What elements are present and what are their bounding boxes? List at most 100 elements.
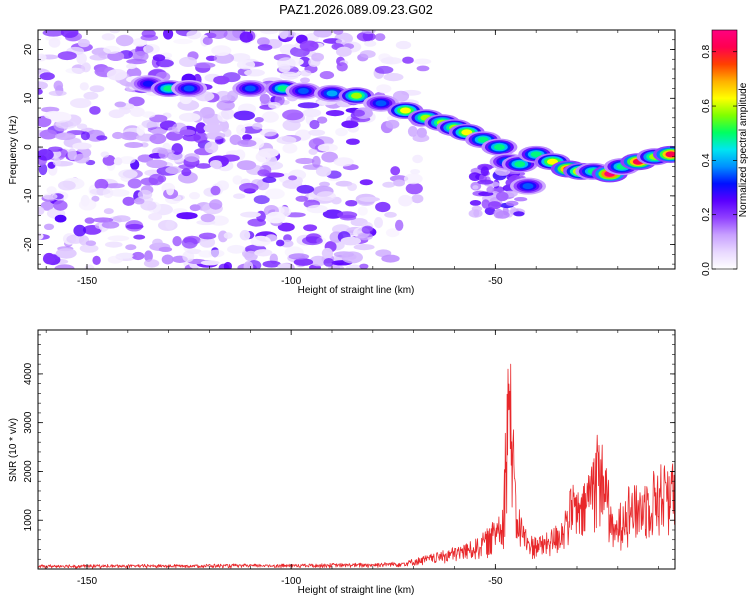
snr-x-tick-label: -100	[281, 576, 301, 587]
noise-blob	[91, 195, 100, 202]
colorbar-tick-label: 0.4	[701, 153, 712, 167]
noise-blob	[407, 125, 418, 137]
spectrogram-ridge	[130, 75, 675, 195]
noise-blob	[118, 169, 138, 179]
noise-blob	[469, 200, 482, 206]
noise-blob	[148, 173, 164, 186]
noise-blob	[359, 263, 369, 269]
noise-blob	[105, 241, 123, 248]
noise-blob	[357, 206, 368, 216]
noise-blob	[257, 37, 270, 46]
noise-blob	[53, 200, 68, 211]
noise-blob	[143, 44, 160, 54]
noise-blob	[410, 169, 421, 175]
noise-blob	[265, 188, 285, 200]
noise-blob	[302, 236, 323, 246]
noise-blob	[239, 229, 251, 241]
spectrogram-y-tick-label: 20	[23, 44, 34, 56]
noise-blob	[413, 58, 432, 65]
noise-blob	[199, 236, 216, 248]
noise-blob	[149, 133, 167, 145]
noise-blob	[473, 209, 480, 217]
noise-blob	[262, 260, 281, 268]
noise-blob	[411, 194, 424, 204]
noise-blob	[84, 264, 95, 269]
noise-blob	[315, 166, 332, 177]
snr-panel: -150 -100 -50 1000 2000 3000 4000 Height of s…	[8, 329, 676, 596]
noise-blob	[54, 264, 75, 269]
noise-blob	[282, 143, 298, 154]
noise-blob	[472, 185, 479, 190]
noise-blob	[109, 30, 120, 34]
noise-blob	[55, 248, 77, 259]
noise-blob	[214, 90, 232, 103]
colorbar-label: Normalized spectral amplitude	[738, 82, 749, 217]
noise-blob	[297, 102, 320, 109]
noise-blob	[70, 98, 92, 109]
noise-blob	[48, 146, 63, 152]
noise-blob	[395, 219, 404, 231]
ridge-point	[232, 80, 269, 97]
noise-blob	[268, 101, 281, 109]
noise-blob	[227, 90, 238, 102]
noise-blob	[374, 33, 386, 41]
noise-blob	[359, 179, 373, 186]
noise-blob	[198, 232, 217, 240]
noise-blob	[317, 143, 338, 152]
noise-blob	[359, 50, 376, 59]
noise-blob	[84, 217, 95, 224]
noise-blob	[306, 204, 328, 214]
noise-blob	[179, 129, 196, 136]
noise-blob	[325, 110, 345, 117]
noise-blob	[92, 255, 101, 265]
noise-blob	[85, 240, 97, 246]
noise-blob	[321, 151, 338, 163]
noise-blob	[252, 122, 263, 130]
noise-blob	[236, 160, 257, 171]
noise-blob	[276, 136, 297, 145]
noise-blob	[122, 196, 135, 206]
noise-blob	[309, 119, 320, 130]
noise-blob	[336, 46, 352, 57]
noise-blob	[42, 30, 65, 37]
noise-blob	[181, 168, 192, 177]
spectrogram-y-ticks: -20 -10 0 10 20	[23, 29, 675, 265]
noise-blob	[100, 151, 110, 158]
noise-blob	[38, 88, 43, 95]
noise-blob	[143, 259, 160, 268]
noise-blob	[296, 184, 315, 194]
spectrogram-y-tick-label: -10	[23, 188, 34, 203]
noise-blob	[486, 186, 495, 193]
noise-blob	[195, 122, 207, 134]
noise-blob	[257, 44, 273, 51]
noise-blob	[277, 222, 295, 232]
noise-blob	[345, 200, 358, 207]
noise-blob	[209, 199, 223, 210]
ridge-point	[652, 145, 675, 163]
noise-blob	[55, 120, 77, 129]
noise-blob	[181, 237, 198, 249]
noise-blob	[361, 225, 374, 234]
noise-blob	[390, 166, 401, 176]
snr-y-tick-label: 1000	[23, 509, 34, 532]
noise-blob	[210, 185, 221, 196]
colorbar-tick-label: 0.6	[701, 99, 712, 113]
noise-blob	[257, 169, 270, 177]
noise-blob	[137, 189, 153, 200]
noise-blob	[239, 31, 253, 43]
noise-blob	[132, 38, 148, 47]
noise-blob	[223, 30, 245, 41]
noise-blob	[199, 107, 215, 119]
noise-blob	[96, 135, 108, 141]
noise-blob	[239, 182, 259, 193]
noise-blob	[353, 244, 375, 251]
noise-blob	[279, 71, 299, 80]
noise-blob	[173, 38, 193, 45]
noise-blob	[311, 155, 321, 168]
noise-blob	[255, 151, 272, 163]
noise-blob	[200, 260, 220, 266]
noise-blob	[223, 232, 233, 239]
noise-blob	[412, 133, 430, 143]
noise-blob	[105, 183, 125, 189]
noise-blob	[81, 62, 91, 73]
